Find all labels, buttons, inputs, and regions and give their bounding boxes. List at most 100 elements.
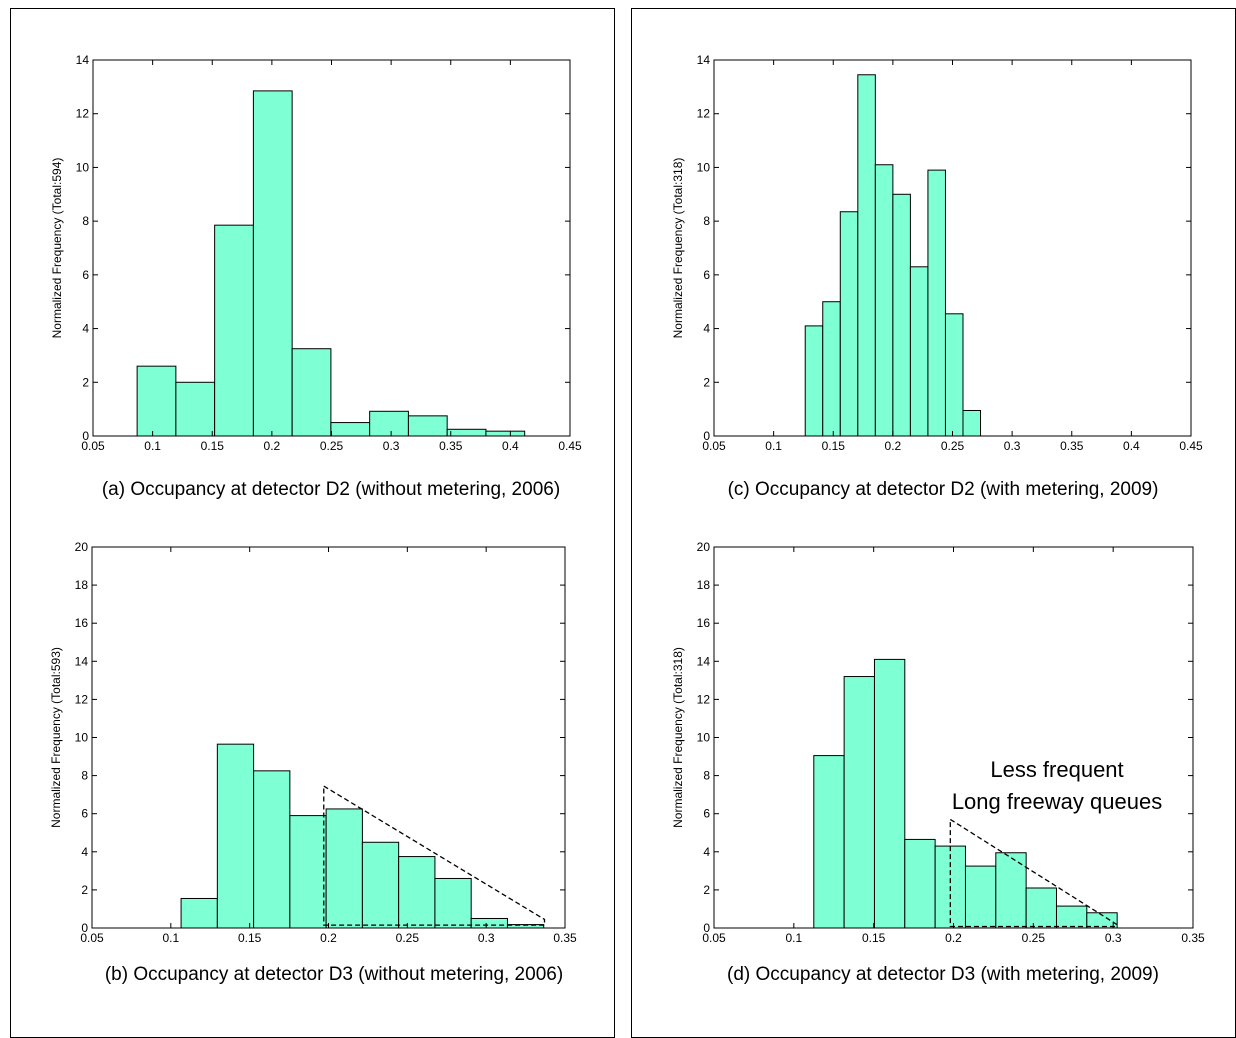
- y-tick-label: 6: [81, 807, 88, 821]
- y-axis-label: Normalized Frequency (Total:318): [671, 647, 685, 828]
- histogram-bar: [822, 301, 841, 437]
- histogram-bar: [361, 841, 400, 929]
- y-tick-label: 6: [703, 268, 710, 282]
- y-tick-label: 10: [76, 160, 90, 174]
- y-tick-label: 4: [81, 845, 88, 859]
- y-tick-label: 4: [82, 322, 89, 336]
- x-tick-label: 0.3: [1105, 931, 1122, 945]
- histogram-bar: [216, 743, 255, 929]
- y-tick-label: 2: [81, 883, 88, 897]
- y-tick-label: 6: [82, 268, 89, 282]
- x-tick-label: 0.4: [502, 439, 519, 453]
- y-tick-label: 4: [703, 845, 710, 859]
- y-tick-label: 0: [703, 429, 710, 443]
- chart-c: 0.05 0.1 0.15 0.2 0.25 0.3 0.35 0.4 0.45 0 2 4 6 8 10 1…: [671, 53, 1203, 500]
- dashed-triangle-outline: [949, 818, 1118, 928]
- x-tick-label: 0.2: [945, 931, 962, 945]
- y-axis-label: Normalized Frequency (Total:594): [50, 158, 64, 339]
- x-tick-label: 0.1: [765, 439, 782, 453]
- x-tick-label: 0.35: [439, 439, 463, 453]
- x-tick-label: 0.2: [320, 931, 337, 945]
- y-tick-label: 20: [75, 540, 89, 554]
- y-tick-label: 2: [82, 375, 89, 389]
- x-tick-label: 0.1: [144, 439, 161, 453]
- x-tick-label: 0.05: [81, 439, 105, 453]
- chart-caption: (b) Occupancy at detector D3 (without me…: [105, 964, 563, 985]
- histogram-bar: [1025, 887, 1057, 929]
- y-tick-label: 0: [82, 429, 89, 443]
- annotation-text: Long freeway queues: [952, 789, 1162, 814]
- y-tick-label: 12: [75, 692, 89, 706]
- dashed-triangle-outline: [323, 785, 546, 926]
- histogram-bar: [470, 917, 508, 929]
- histogram-bar: [1055, 905, 1088, 929]
- histogram-bar: [874, 164, 894, 437]
- histogram-bar: [434, 877, 472, 929]
- histogram-bar: [407, 415, 448, 437]
- y-tick-label: 0: [81, 921, 88, 935]
- x-tick-label: 0.35: [1060, 439, 1084, 453]
- y-tick-label: 6: [703, 807, 710, 821]
- histogram-bar: [873, 658, 906, 929]
- histogram-bar: [909, 266, 929, 437]
- x-tick-label: 0.05: [80, 931, 104, 945]
- x-tick-label: 0.05: [702, 931, 726, 945]
- x-tick-label: 0.35: [1181, 931, 1205, 945]
- histogram-bar: [964, 865, 997, 929]
- chart-caption: (c) Occupancy at detector D2 (with meter…: [728, 479, 1159, 500]
- chart-caption: (d) Occupancy at detector D3 (with meter…: [727, 964, 1159, 985]
- histogram-bar: [252, 90, 293, 437]
- y-tick-label: 12: [76, 107, 90, 121]
- y-tick-label: 12: [697, 692, 711, 706]
- x-tick-label: 0.4: [1123, 439, 1140, 453]
- y-axis-label: Normalized Frequency (Total:318): [671, 158, 685, 339]
- x-tick-label: 0.2: [885, 439, 902, 453]
- y-tick-label: 0: [703, 921, 710, 935]
- y-tick-label: 8: [703, 214, 710, 228]
- histogram-bar: [175, 381, 216, 437]
- histogram-bar: [813, 755, 845, 929]
- x-tick-label: 0.25: [941, 439, 965, 453]
- x-tick-label: 0.15: [822, 439, 846, 453]
- histogram-bar: [330, 422, 371, 437]
- histogram-bar: [485, 430, 526, 437]
- y-tick-label: 20: [697, 540, 711, 554]
- y-tick-label: 14: [75, 654, 89, 668]
- histogram-bar: [136, 365, 177, 437]
- x-tick-label: 0.3: [383, 439, 400, 453]
- histogram-bar: [446, 428, 487, 437]
- y-tick-label: 8: [82, 214, 89, 228]
- x-tick-label: 0.15: [238, 931, 262, 945]
- y-tick-label: 8: [81, 769, 88, 783]
- y-tick-label: 10: [697, 160, 711, 174]
- histogram-bar: [843, 676, 875, 929]
- chart-a: 0.05 0.1 0.15 0.2 0.25 0.3 0.35 0.4 0.45 0 2 4 6 8 10 1…: [50, 53, 582, 500]
- histogram-bar: [398, 856, 436, 929]
- histogram-bar: [289, 815, 327, 929]
- x-tick-label: 0.25: [320, 439, 344, 453]
- x-tick-label: 0.35: [553, 931, 577, 945]
- histogram-bar: [180, 897, 218, 929]
- y-axis-label: Normalized Frequency (Total:593): [49, 647, 63, 828]
- x-tick-label: 0.2: [264, 439, 281, 453]
- y-tick-label: 12: [697, 107, 711, 121]
- x-tick-label: 0.3: [478, 931, 495, 945]
- histogram-bar: [804, 325, 824, 437]
- y-tick-label: 16: [697, 616, 711, 630]
- annotation-text: Less frequent: [990, 757, 1123, 782]
- x-tick-label: 0.45: [558, 439, 582, 453]
- histogram-bar: [839, 211, 859, 437]
- y-tick-label: 2: [703, 375, 710, 389]
- x-tick-label: 0.25: [1022, 931, 1046, 945]
- y-tick-label: 10: [697, 731, 711, 745]
- x-tick-label: 0.15: [201, 439, 225, 453]
- histogram-bar: [253, 770, 291, 929]
- y-tick-label: 10: [75, 731, 89, 745]
- y-tick-label: 18: [75, 578, 89, 592]
- x-tick-label: 0.25: [396, 931, 420, 945]
- y-tick-label: 14: [697, 654, 711, 668]
- x-tick-label: 0.1: [162, 931, 179, 945]
- y-tick-label: 2: [703, 883, 710, 897]
- y-tick-label: 4: [703, 322, 710, 336]
